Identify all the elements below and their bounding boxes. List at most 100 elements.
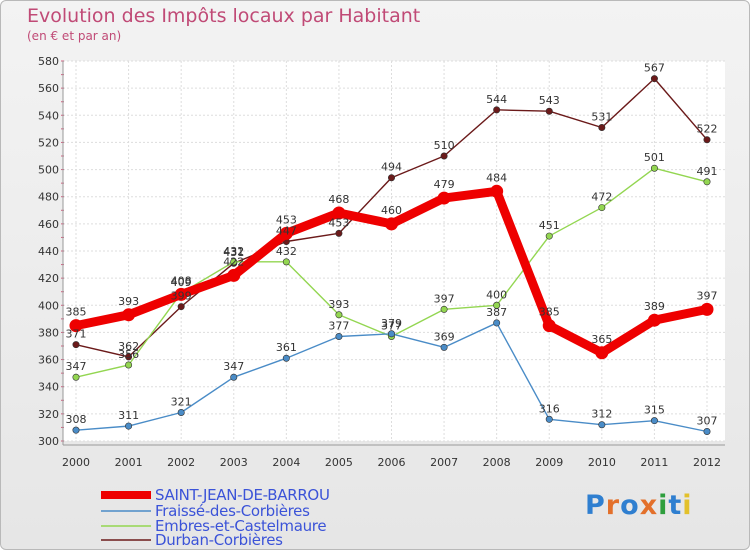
data-point xyxy=(177,408,185,416)
data-label: 347 xyxy=(66,360,87,373)
logo-letter: i xyxy=(682,490,693,521)
data-point xyxy=(125,361,133,369)
y-tick-label: 440 xyxy=(38,245,59,258)
data-point xyxy=(227,268,241,282)
data-label: 347 xyxy=(223,360,244,373)
x-tick-label: 2000 xyxy=(62,456,90,469)
data-label: 494 xyxy=(381,161,402,174)
legend-swatch xyxy=(101,539,151,541)
proxiti-logo: Proxiti xyxy=(585,490,693,521)
legend-label: Fraissé-des-Corbières xyxy=(155,502,310,520)
legend-swatch xyxy=(101,510,151,512)
data-label: 356 xyxy=(118,348,139,361)
data-label: 312 xyxy=(591,408,612,421)
data-label: 460 xyxy=(381,204,402,217)
x-tick-label: 2007 xyxy=(430,456,458,469)
data-point xyxy=(440,343,448,351)
data-label: 397 xyxy=(434,292,455,305)
plot-area xyxy=(63,61,725,441)
legend-swatch xyxy=(101,525,151,527)
data-label: 468 xyxy=(328,193,349,206)
data-label: 311 xyxy=(118,409,139,422)
data-label: 431 xyxy=(223,246,244,259)
data-point xyxy=(542,319,556,333)
data-point xyxy=(279,226,293,240)
data-point xyxy=(440,152,448,160)
data-point xyxy=(598,124,606,132)
y-tick-label: 400 xyxy=(38,299,59,312)
data-point xyxy=(647,313,661,327)
data-label: 409 xyxy=(171,276,192,289)
data-point xyxy=(174,287,188,301)
data-point xyxy=(545,415,553,423)
y-tick-label: 420 xyxy=(38,272,59,285)
x-tick-label: 2001 xyxy=(115,456,143,469)
data-point xyxy=(69,319,83,333)
data-point xyxy=(122,308,136,322)
data-label: 308 xyxy=(66,413,87,426)
data-point xyxy=(650,417,658,425)
data-point xyxy=(72,341,80,349)
data-point xyxy=(125,353,133,361)
data-point xyxy=(493,106,501,114)
data-label: 447 xyxy=(276,225,297,238)
legend-label: Embres-et-Castelmaure xyxy=(155,517,327,535)
data-point xyxy=(440,305,448,313)
data-label: 369 xyxy=(434,330,455,343)
y-tick-label: 360 xyxy=(38,354,59,367)
data-point xyxy=(335,229,343,237)
x-tick-label: 2002 xyxy=(167,456,195,469)
data-point xyxy=(387,174,395,182)
data-label: 393 xyxy=(328,298,349,311)
x-tick-label: 2005 xyxy=(325,456,353,469)
data-label: 385 xyxy=(539,306,560,319)
y-tick-label: 580 xyxy=(38,55,59,68)
data-label: 361 xyxy=(276,341,297,354)
data-label: 484 xyxy=(486,171,507,184)
data-label: 453 xyxy=(328,216,349,229)
data-point xyxy=(332,206,346,220)
data-label: 387 xyxy=(486,306,507,319)
legend-item-embres-et-castelmaure: Embres-et-Castelmaure xyxy=(101,517,327,535)
data-label: 432 xyxy=(276,245,297,258)
data-point xyxy=(703,136,711,144)
data-label: 491 xyxy=(697,165,718,178)
y-tick-label: 320 xyxy=(38,408,59,421)
logo-letter: x xyxy=(639,490,659,521)
data-label: 397 xyxy=(697,289,718,302)
data-label: 371 xyxy=(66,328,87,341)
data-point xyxy=(72,373,80,381)
data-point xyxy=(177,303,185,311)
y-tick-label: 380 xyxy=(38,326,59,339)
logo-letter: t xyxy=(668,490,683,521)
data-point xyxy=(387,330,395,338)
data-label: 432 xyxy=(223,245,244,258)
data-point xyxy=(437,191,451,205)
data-point xyxy=(595,346,609,360)
data-point xyxy=(490,184,504,198)
data-label: 389 xyxy=(644,300,665,313)
legend-item-durban-corbieres: Durban-Corbières xyxy=(101,531,283,549)
data-label: 377 xyxy=(328,320,349,333)
data-label: 365 xyxy=(591,333,612,346)
data-label: 522 xyxy=(697,123,718,136)
data-label: 399 xyxy=(171,290,192,303)
legend-swatch xyxy=(101,491,151,499)
x-tick-label: 2012 xyxy=(693,456,721,469)
data-point xyxy=(545,232,553,240)
legend-label: Durban-Corbières xyxy=(155,531,283,549)
data-point xyxy=(230,373,238,381)
data-point xyxy=(700,302,714,316)
data-label: 408 xyxy=(171,274,192,287)
chart-subtitle: (en € et par an) xyxy=(27,29,122,43)
data-point xyxy=(650,164,658,172)
data-label: 479 xyxy=(434,178,455,191)
data-label: 393 xyxy=(118,295,139,308)
x-tick-label: 2010 xyxy=(588,456,616,469)
data-point xyxy=(72,426,80,434)
y-tick-label: 500 xyxy=(38,164,59,177)
data-point xyxy=(493,301,501,309)
x-tick-label: 2008 xyxy=(483,456,511,469)
data-label: 453 xyxy=(276,213,297,226)
